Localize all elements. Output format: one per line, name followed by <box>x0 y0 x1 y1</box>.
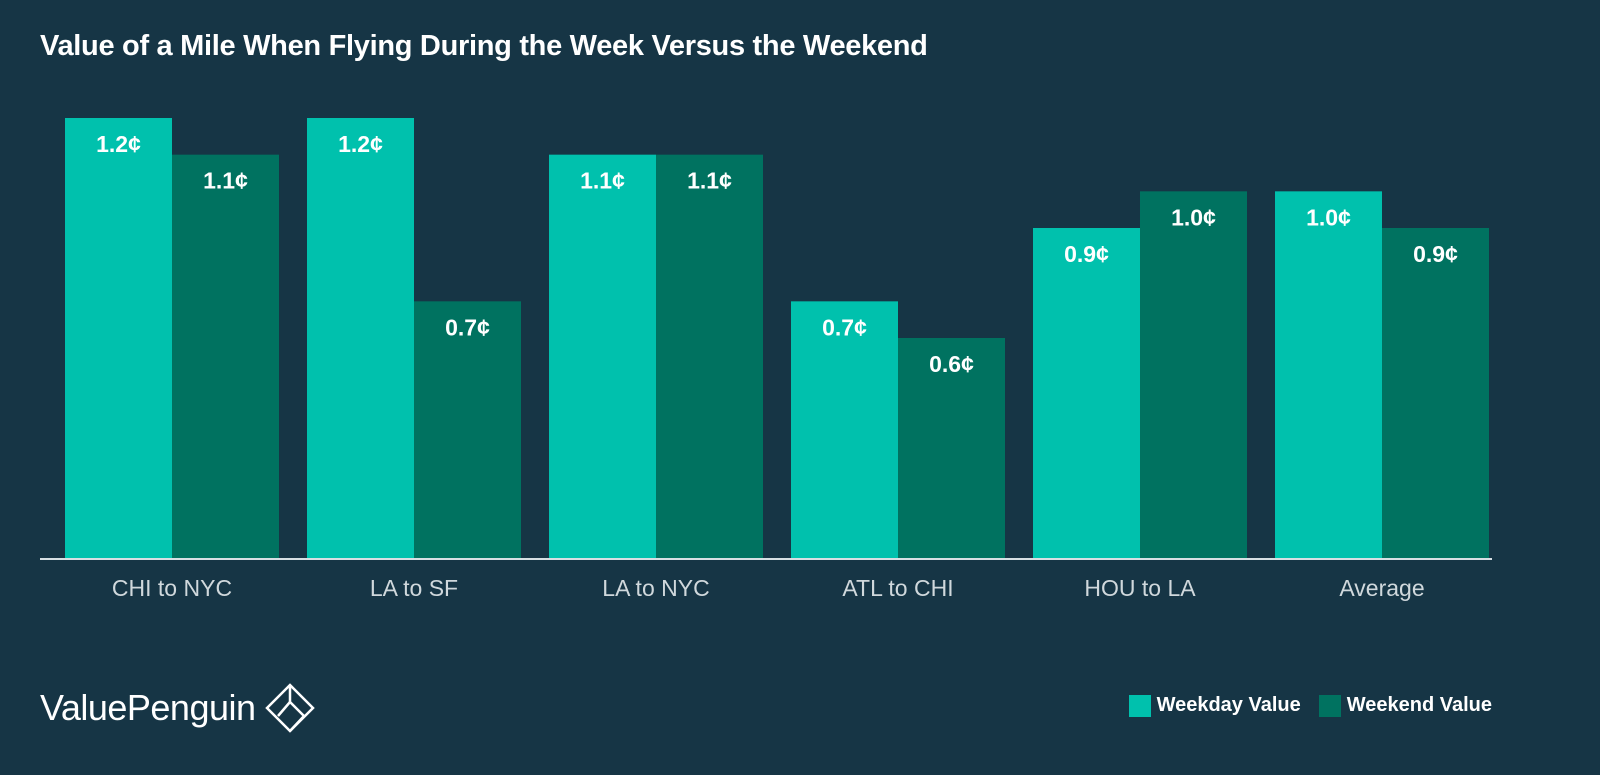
legend-swatch-weekend <box>1318 694 1341 717</box>
data-label-weekend-value-la-to-nyc: 1.1¢ <box>687 168 732 194</box>
bar-chart: 1.2¢ 1.1¢ CHI to NYC 1.2¢ 0.7¢ LA to SF 1.1¢ 1.… <box>40 118 1492 601</box>
data-label-weekend-value-hou-to-la: 1.0¢ <box>1171 204 1216 230</box>
data-label-weekend-value-chi-to-nyc: 1.1¢ <box>203 168 248 194</box>
data-label-weekday-value-average: 1.0¢ <box>1306 204 1351 230</box>
bar-weekend-value-la-to-nyc <box>656 154 763 558</box>
category-label-la-to-sf: LA to SF <box>370 575 458 601</box>
category-label-atl-to-chi: ATL to CHI <box>842 575 953 601</box>
data-label-weekday-value-atl-to-chi: 0.7¢ <box>822 314 867 340</box>
legend-label-weekday: Weekday Value <box>1156 694 1301 716</box>
bar-weekday-value-la-to-sf <box>307 118 414 558</box>
category-label-la-to-nyc: LA to NYC <box>602 575 709 601</box>
labels-group: 1.2¢ 1.1¢ CHI to NYC 1.2¢ 0.7¢ LA to SF 1.1¢ 1.… <box>96 131 1458 601</box>
data-label-weekday-value-chi-to-nyc: 1.2¢ <box>96 131 141 157</box>
bar-weekday-value-average <box>1275 191 1382 559</box>
bar-weekend-value-hou-to-la <box>1140 191 1247 559</box>
legend-swatch-weekday <box>1128 694 1151 717</box>
brand-logo: ValuePenguin <box>40 682 316 734</box>
bar-weekend-value-average <box>1382 228 1489 558</box>
category-label-hou-to-la: HOU to LA <box>1084 575 1196 601</box>
bar-weekend-value-la-to-sf <box>414 301 521 558</box>
bar-weekday-value-atl-to-chi <box>791 301 898 558</box>
legend-label-weekend: Weekend Value <box>1346 694 1492 716</box>
legend-item-weekday: Weekday Value <box>1128 694 1301 717</box>
diamond-penguin-icon <box>264 683 315 733</box>
bar-weekday-value-la-to-nyc <box>549 154 656 558</box>
data-label-weekend-value-atl-to-chi: 0.6¢ <box>929 351 974 377</box>
legend: Weekday Value Weekend Value <box>1128 694 1492 717</box>
bar-weekday-value-chi-to-nyc <box>65 118 172 558</box>
category-label-average: Average <box>1339 575 1424 601</box>
data-label-weekend-value-la-to-sf: 0.7¢ <box>445 314 490 340</box>
bar-weekend-value-chi-to-nyc <box>172 154 279 558</box>
bar-weekend-value-atl-to-chi <box>898 338 1005 558</box>
bars-group <box>65 118 1489 559</box>
data-label-weekday-value-la-to-nyc: 1.1¢ <box>580 168 625 194</box>
bar-weekday-value-hou-to-la <box>1033 228 1140 558</box>
legend-item-weekend: Weekend Value <box>1318 694 1492 717</box>
brand-name: ValuePenguin <box>40 687 256 728</box>
chart-title: Value of a Mile When Flying During the W… <box>40 30 928 62</box>
data-label-weekday-value-hou-to-la: 0.9¢ <box>1064 241 1109 267</box>
category-label-chi-to-nyc: CHI to NYC <box>112 575 232 601</box>
data-label-weekday-value-la-to-sf: 1.2¢ <box>338 131 383 157</box>
data-label-weekend-value-average: 0.9¢ <box>1413 241 1458 267</box>
